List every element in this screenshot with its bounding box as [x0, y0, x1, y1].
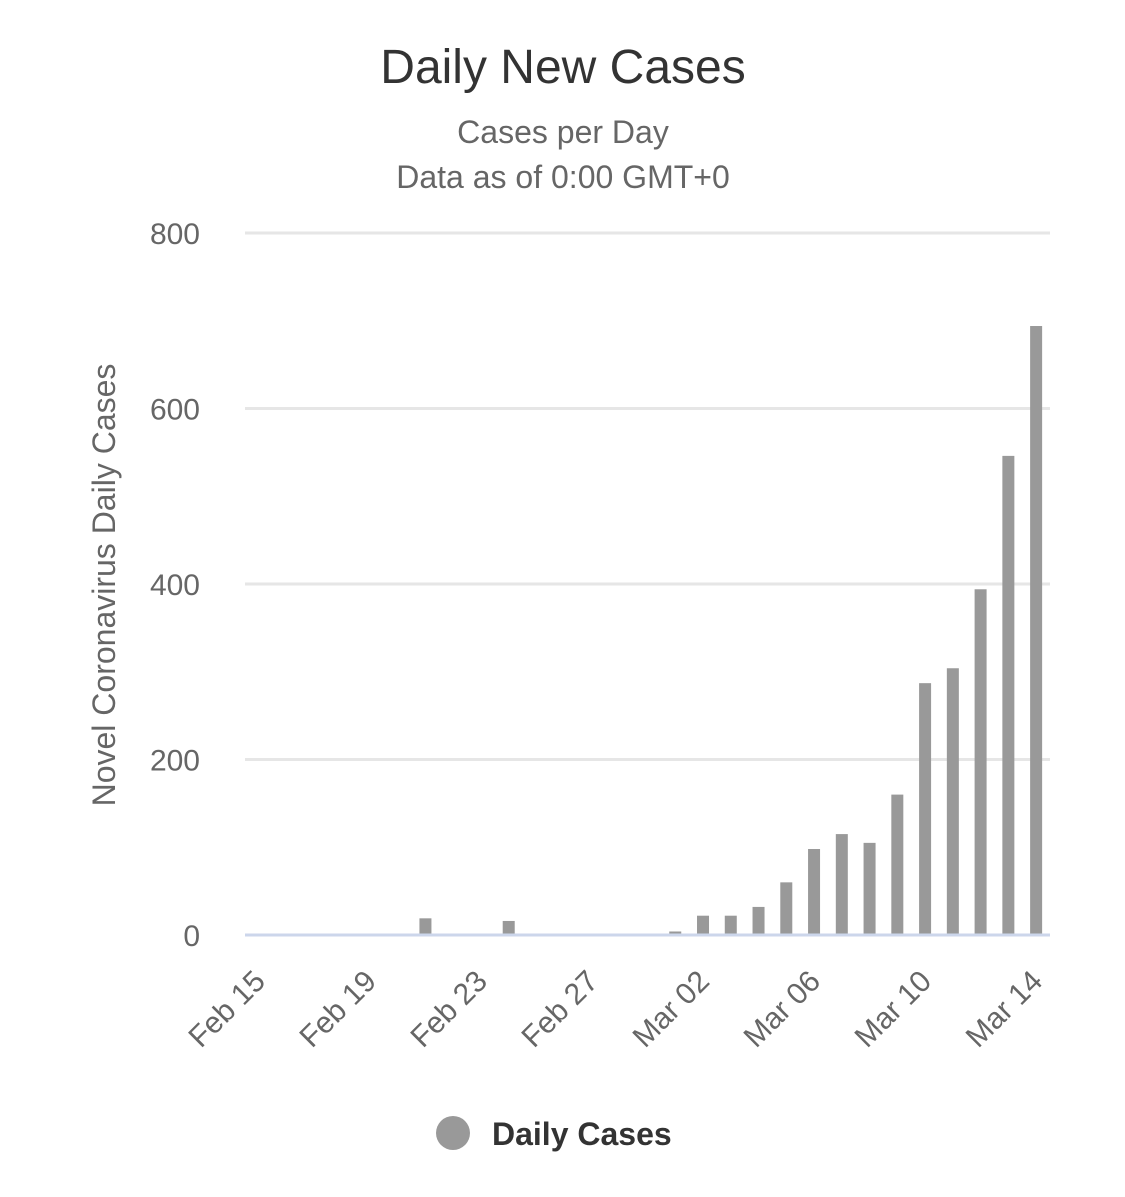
bar[interactable]	[669, 931, 682, 935]
bar[interactable]	[808, 849, 821, 935]
bar[interactable]	[1002, 455, 1015, 935]
bar[interactable]	[974, 589, 987, 935]
x-tick-label: Feb 15	[182, 965, 271, 1054]
bar[interactable]	[946, 668, 959, 935]
bar[interactable]	[752, 906, 765, 935]
x-tick-label: Mar 02	[627, 965, 716, 1054]
bar[interactable]	[891, 794, 904, 935]
x-tick-label: Mar 10	[849, 965, 938, 1054]
legend-marker	[436, 1116, 470, 1150]
bar[interactable]	[835, 834, 848, 935]
x-tick-label: Feb 19	[293, 965, 382, 1054]
bars	[419, 326, 1043, 935]
bar[interactable]	[419, 918, 432, 935]
x-tick-label: Mar 06	[738, 965, 827, 1054]
bar[interactable]	[697, 915, 710, 935]
y-axis-label: Novel Coronavirus Daily Cases	[86, 364, 122, 807]
bar[interactable]	[1030, 326, 1043, 935]
bar[interactable]	[780, 882, 793, 935]
bar[interactable]	[502, 920, 515, 935]
y-tick-label: 800	[150, 218, 200, 251]
chart-subtitle-line-2: Data as of 0:00 GMT+0	[396, 159, 730, 195]
x-tick-label: Mar 14	[960, 965, 1049, 1054]
bar[interactable]	[863, 842, 876, 935]
y-tick-label: 200	[150, 745, 200, 778]
gridlines	[245, 231, 1050, 761]
chart-title: Daily New Cases	[380, 41, 745, 94]
y-tick-label: 400	[150, 569, 200, 602]
legend[interactable]: Daily Cases	[436, 1116, 672, 1152]
bar[interactable]	[919, 683, 932, 935]
x-tick-label: Feb 27	[516, 965, 605, 1054]
x-axis-ticks: Feb 15 Feb 19 Feb 23 Feb 27 Mar 02 Mar 06 Mar …	[182, 965, 1049, 1054]
y-axis-ticks: 0 200 400 600 800	[150, 218, 200, 953]
bar[interactable]	[724, 915, 737, 935]
chart-subtitle-line-1: Cases per Day	[457, 114, 669, 150]
x-tick-label: Feb 23	[405, 965, 494, 1054]
y-tick-label: 0	[183, 920, 200, 953]
legend-label: Daily Cases	[492, 1116, 672, 1152]
y-tick-label: 600	[150, 394, 200, 427]
